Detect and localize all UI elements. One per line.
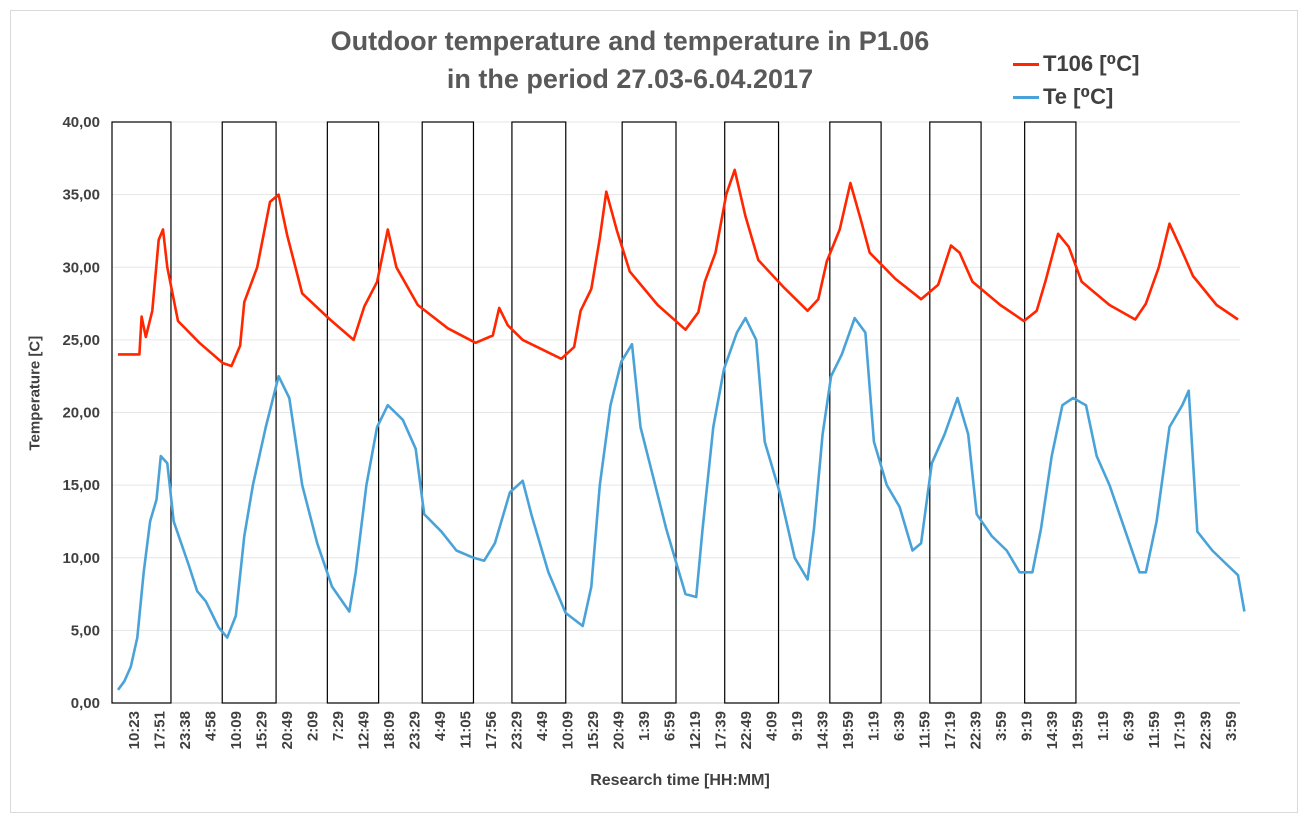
y-axis-label: Temperature [C]: [26, 335, 44, 451]
x-tick-label: 2:09: [304, 711, 321, 741]
x-tick-label: 1:19: [866, 711, 883, 741]
y-tick-label: 5,00: [71, 622, 100, 639]
y-tick-label: 10,00: [62, 550, 100, 567]
x-tick-label: 17:56: [483, 711, 500, 749]
x-tick-labels: 10:23 17:51 23:38 4:58 10:09 15:29 20:49 2:09 7:…: [126, 711, 1240, 749]
x-tick-label: 9:19: [789, 711, 806, 741]
x-tick-label: 19:59: [840, 711, 857, 749]
x-tick-label: 19:59: [1070, 711, 1087, 749]
daytime-box-7: [829, 121, 882, 704]
x-tick-label: 17:19: [942, 711, 959, 749]
x-tick-label: 6:39: [891, 711, 908, 741]
y-tick-label: 20,00: [62, 405, 100, 422]
x-tick-label: 22:39: [1197, 711, 1214, 749]
chart-title: Outdoor temperature and temperature in P…: [260, 22, 1000, 98]
x-tick-label: 18:09: [381, 711, 398, 749]
daytime-box-0: [111, 121, 172, 704]
x-tick-label: 17:39: [713, 711, 730, 749]
y-tick-labels: 0,00 5,00 10,00 15,00 20,00 25,00 30,00 35,00 40…: [62, 114, 100, 712]
y-tick-label: 40,00: [62, 114, 100, 131]
x-tick-label: 17:19: [1172, 711, 1189, 749]
legend-item-t106: T106 [⁰C]: [1013, 47, 1139, 81]
x-tick-label: 6:39: [1121, 711, 1138, 741]
x-axis-label: Research time [HH:MM]: [590, 772, 770, 789]
x-tick-label: 9:19: [1019, 711, 1036, 741]
daytime-box-8: [929, 121, 982, 704]
x-tick-label: 6:59: [662, 711, 679, 741]
x-tick-label: 3:59: [1223, 711, 1240, 741]
x-tick-label: 4:58: [202, 711, 219, 741]
x-tick-label: 10:09: [228, 711, 245, 749]
x-tick-label: 22:49: [738, 711, 755, 749]
daytime-boxes: [111, 121, 1077, 704]
x-tick-label: 22:39: [968, 711, 985, 749]
x-tick-label: 11:59: [917, 711, 934, 749]
legend-swatch-t106: [1013, 62, 1039, 66]
y-tick-label: 0,00: [71, 695, 100, 712]
x-tick-label: 23:38: [177, 711, 194, 749]
x-tick-label: 12:19: [687, 711, 704, 749]
daytime-box-3: [421, 121, 475, 704]
x-tick-label: 14:39: [815, 711, 832, 749]
x-tick-label: 14:39: [1044, 711, 1061, 749]
legend-label-te: Te [⁰C]: [1043, 84, 1114, 109]
daytime-box-5: [621, 121, 677, 704]
x-tick-label: 3:59: [993, 711, 1010, 741]
legend-label-t106: T106 [⁰C]: [1043, 51, 1140, 76]
chart-frame: [10, 10, 1298, 813]
series-lines: [116, 168, 1246, 691]
x-tick-label: 17:51: [151, 711, 168, 749]
daytime-box-6: [724, 121, 780, 704]
series-line-t106: [118, 168, 1239, 368]
x-tick-label: 15:29: [585, 711, 602, 749]
x-tick-label: 1:19: [1095, 711, 1112, 741]
x-tick-label: 4:49: [534, 711, 551, 741]
y-tick-label: 35,00: [62, 187, 100, 204]
chart-title-line-2: in the period 27.03-6.04.2017: [446, 64, 814, 94]
x-tick-label: 11:05: [458, 711, 475, 749]
x-tick-label: 20:49: [279, 711, 296, 749]
x-tick-label: 4:49: [432, 711, 449, 741]
y-tick-label: 30,00: [62, 259, 100, 276]
y-tick-label: 25,00: [62, 332, 100, 349]
x-tick-label: 10:23: [126, 711, 143, 749]
y-tick-label: 15,00: [62, 477, 100, 494]
x-tick-label: 23:29: [509, 711, 526, 749]
x-tick-label: 1:39: [636, 711, 653, 741]
daytime-box-2: [326, 121, 380, 704]
x-tick-label: 4:09: [764, 711, 781, 741]
x-tick-label: 11:59: [1146, 711, 1163, 749]
daytime-box-4: [511, 121, 567, 704]
daytime-box-9: [1024, 121, 1077, 704]
daytime-box-1: [221, 121, 277, 704]
x-tick-label: 23:29: [407, 711, 424, 749]
x-tick-label: 15:29: [253, 711, 270, 749]
x-tick-label: 7:29: [330, 711, 347, 741]
chart-title-line-1: Outdoor temperature and temperature in P…: [330, 26, 930, 56]
x-tick-label: 10:09: [560, 711, 577, 749]
x-tick-label: 20:49: [611, 711, 628, 749]
x-tick-label: 12:49: [355, 711, 372, 749]
legend-item-te: Te [⁰C]: [1013, 80, 1113, 114]
series-line-te: [116, 316, 1246, 691]
legend-swatch-te: [1013, 95, 1039, 99]
